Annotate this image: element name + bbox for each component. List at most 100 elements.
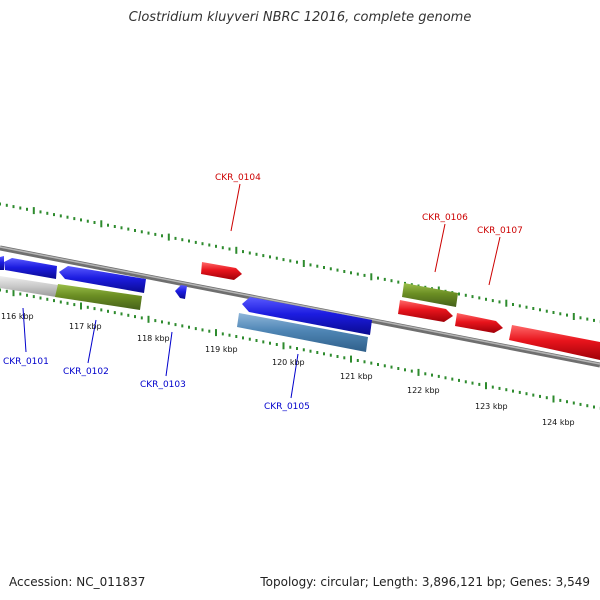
gene-label-ckr-0106[interactable]: CKR_0106	[422, 213, 468, 223]
minor-tick	[390, 279, 393, 283]
minor-tick	[154, 319, 157, 323]
major-tick	[282, 342, 285, 350]
minor-tick	[539, 308, 541, 312]
minor-tick	[525, 305, 528, 309]
minor-tick	[0, 288, 1, 292]
minor-tick	[221, 246, 224, 250]
major-tick	[235, 246, 238, 254]
gene-ckr-0105-pseudo[interactable]	[237, 313, 368, 352]
minor-tick	[397, 280, 400, 284]
major-tick	[215, 329, 217, 337]
gene-ckr-0102-rna[interactable]	[55, 284, 142, 310]
major-tick	[100, 220, 103, 228]
minor-tick	[0, 202, 1, 206]
minor-tick	[46, 211, 49, 215]
minor-tick	[127, 227, 130, 231]
minor-tick	[343, 356, 346, 360]
gene-label-ckr-0101[interactable]: CKR_0101	[3, 357, 49, 367]
gene-ckr-0102[interactable]	[59, 266, 146, 293]
gene-label-ckr-0105[interactable]: CKR_0105	[264, 402, 310, 412]
minor-tick	[593, 318, 595, 322]
minor-tick	[356, 272, 359, 276]
gene-ckr-0103[interactable]	[175, 285, 187, 299]
major-tick	[12, 289, 15, 297]
minor-tick	[377, 276, 379, 280]
minor-tick	[404, 368, 406, 372]
minor-tick	[194, 327, 197, 331]
minor-tick	[329, 353, 332, 357]
minor-tick	[194, 240, 197, 244]
minor-tick	[5, 289, 8, 293]
gene-ckr-0104[interactable]	[201, 262, 242, 280]
minor-tick	[201, 242, 204, 246]
minor-tick	[471, 295, 474, 299]
minor-tick	[532, 393, 535, 397]
minor-tick	[269, 341, 271, 345]
minor-tick	[464, 380, 467, 384]
gene-label-ckr-0107[interactable]: CKR_0107	[477, 226, 523, 236]
minor-tick	[59, 214, 62, 218]
minor-tick	[147, 231, 150, 235]
minor-tick	[377, 363, 379, 366]
minor-tick	[134, 315, 136, 319]
minor-tick	[363, 360, 366, 364]
minor-tick	[593, 405, 595, 409]
minor-tick	[113, 225, 116, 228]
minor-tick	[579, 402, 582, 406]
minor-tick	[309, 349, 312, 353]
minor-tick	[26, 207, 28, 211]
minor-tick	[19, 206, 22, 210]
minor-tick	[86, 219, 89, 223]
minor-tick	[93, 307, 96, 311]
gene-unlabeled-grey[interactable]	[0, 276, 58, 297]
gene-ckr-0101[interactable]	[4, 258, 57, 279]
minor-tick	[134, 229, 136, 232]
minor-tick	[323, 352, 325, 356]
minor-tick	[127, 313, 130, 317]
minor-tick	[491, 385, 494, 389]
major-tick	[32, 207, 35, 215]
gene-ckr-0106-rna[interactable]	[402, 283, 458, 307]
major-tick	[350, 355, 352, 363]
minor-tick	[174, 236, 177, 240]
minor-tick	[458, 292, 460, 296]
tick-track-lower	[0, 288, 600, 410]
pointer-ckr-0102	[87, 319, 97, 364]
gene-ckr-0105[interactable]	[242, 297, 372, 335]
minor-tick	[336, 355, 339, 358]
minor-tick	[93, 221, 96, 224]
minor-tick	[188, 239, 190, 243]
minor-tick	[66, 215, 69, 219]
scale-label: 120 kbp	[272, 358, 305, 367]
minor-tick	[464, 293, 467, 297]
minor-tick	[208, 243, 211, 247]
minor-tick	[208, 329, 211, 333]
gene-label-ckr-0102[interactable]: CKR_0102	[63, 367, 109, 377]
minor-tick	[242, 336, 244, 340]
minor-tick	[316, 264, 319, 268]
gene-ckr-0107[interactable]	[455, 313, 503, 333]
gene-ckr-0106[interactable]	[398, 300, 453, 322]
minor-tick	[201, 328, 204, 332]
minor-tick	[296, 260, 298, 264]
minor-tick	[545, 309, 548, 313]
minor-tick	[586, 317, 589, 321]
minor-tick	[80, 218, 82, 222]
minor-tick	[46, 297, 49, 301]
gene-forward-right[interactable]	[509, 325, 600, 360]
gene-label-ckr-0103[interactable]: CKR_0103	[140, 380, 186, 390]
minor-tick	[586, 404, 589, 408]
minor-tick	[525, 392, 528, 396]
minor-tick	[228, 247, 231, 251]
minor-tick	[275, 256, 278, 260]
major-tick	[80, 302, 82, 310]
scale-label: 117 kbp	[69, 322, 102, 331]
pointer-ckr-0104	[230, 183, 241, 232]
gene-label-ckr-0104[interactable]: CKR_0104	[215, 173, 261, 183]
minor-tick	[5, 203, 8, 207]
minor-tick	[309, 263, 312, 267]
major-tick	[552, 395, 555, 403]
gene-reverse-left-edge[interactable]	[0, 256, 4, 270]
minor-tick	[545, 396, 548, 400]
major-tick	[505, 299, 508, 307]
